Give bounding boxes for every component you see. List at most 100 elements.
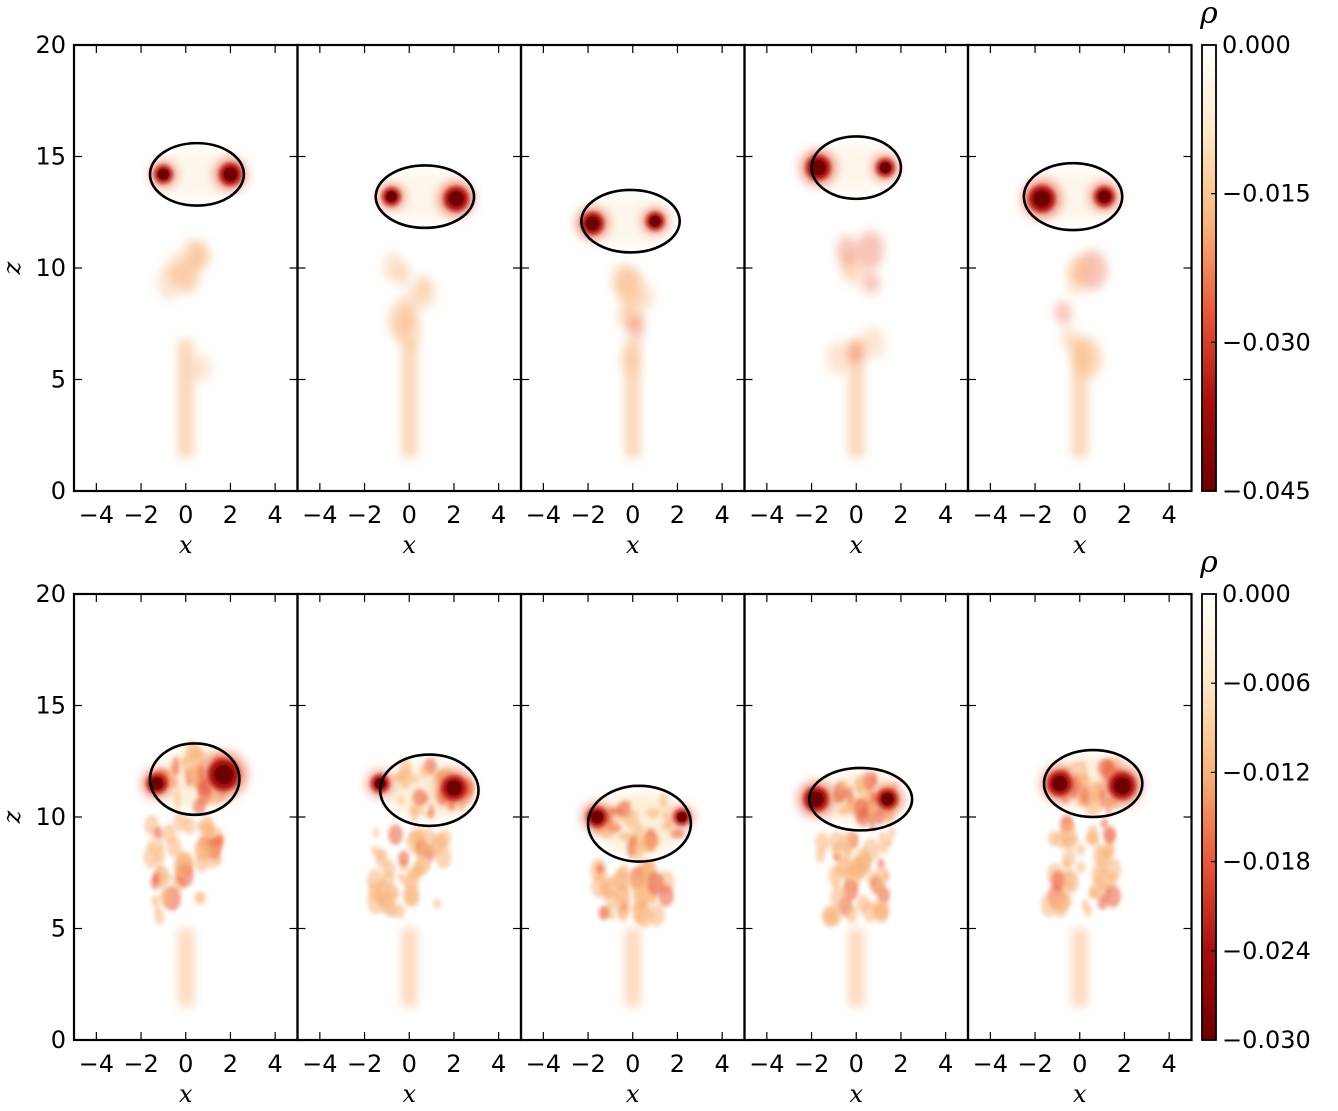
y-tick-label: 15 [35, 143, 66, 171]
wake-blob [610, 262, 635, 297]
wake-blob [391, 889, 399, 899]
panel-bottom-4: −4 −2 0 2 4 x [743, 592, 970, 1108]
vortex-core-1 [377, 183, 405, 211]
density-field [799, 142, 899, 458]
x-tick-label: 4 [938, 1050, 953, 1078]
bubble-filament [670, 829, 685, 839]
wake-blob [856, 894, 870, 914]
bubble-interior [818, 142, 895, 193]
wake-blob [620, 349, 639, 374]
x-tick-label: 4 [715, 1050, 730, 1078]
x-tick-label: 4 [1162, 1050, 1177, 1078]
wake-blob [878, 901, 890, 918]
vortex-core-2 [641, 207, 669, 235]
wake-blob [1100, 818, 1109, 829]
wake-blob [159, 886, 175, 909]
y-tick-label: 15 [35, 692, 66, 720]
x-tick-label: 0 [849, 501, 864, 529]
y-tick-label: 20 [35, 31, 66, 59]
wake-blob [848, 341, 864, 364]
wake-stem [848, 928, 865, 1007]
wake-blob [169, 873, 176, 882]
colorbar-bottom: 0.000 −0.006 −0.012 −0.018 −0.024 −0.030 ρ [1199, 545, 1311, 1054]
wake-stem [177, 339, 194, 458]
y-axis-label: z [0, 261, 26, 275]
wake-blob [367, 868, 384, 892]
bubble-filament [419, 765, 428, 779]
colorbar-gradient [1201, 593, 1217, 1041]
bubble-filament [659, 792, 669, 809]
wake-blob [1072, 334, 1101, 374]
wake-blob [829, 831, 844, 852]
wake-blob [598, 905, 610, 921]
x-tick-label: −2 [347, 1050, 382, 1078]
wake-blob [1062, 869, 1080, 894]
wake-blob [885, 835, 894, 847]
x-tick-label: 4 [268, 1050, 283, 1078]
x-tick-label: −2 [570, 501, 605, 529]
wake-blob [154, 862, 163, 875]
wake-blob [151, 894, 160, 908]
bubble-contour [378, 753, 480, 828]
wake-blob [190, 242, 211, 271]
bubble-filament [865, 800, 875, 818]
wake-blob [648, 904, 665, 927]
wake-blob [162, 823, 177, 844]
x-tick-label: −2 [347, 501, 382, 529]
x-tick-label: −4 [526, 1050, 561, 1078]
bubble-filament [855, 777, 863, 795]
vortex-core-1 [797, 780, 835, 818]
wake-blob [153, 826, 163, 840]
y-tick-label: 10 [35, 254, 66, 282]
x-tick-label: 0 [178, 501, 193, 529]
x-tick-label: 2 [1117, 501, 1132, 529]
wake-blob [637, 285, 655, 310]
x-tick-label: 0 [625, 1050, 640, 1078]
bubble-filament [662, 811, 668, 820]
wake-blob [383, 252, 404, 282]
wake-blob [378, 891, 395, 914]
vortex-core-2 [437, 180, 475, 218]
colorbar-tick-label: −0.024 [1222, 937, 1311, 965]
wake-blob [863, 272, 880, 295]
bubble-contour [586, 784, 693, 863]
wake-blob [1076, 860, 1086, 874]
x-tick-label: −4 [79, 1050, 114, 1078]
vortex-core-2 [872, 784, 903, 815]
bubble-filament [660, 823, 671, 831]
vortex-core-2 [871, 154, 899, 182]
vortex-core-1 [799, 149, 837, 187]
x-tick-label: −2 [123, 501, 158, 529]
wake-blob [844, 862, 853, 875]
wake-stem [401, 339, 418, 458]
panel-top-3: −4 −2 0 2 4 x [519, 43, 746, 559]
wake-stem [401, 928, 418, 1007]
vortex-core-1 [581, 801, 613, 833]
y-axis-label: z [0, 810, 26, 824]
x-tick-label: 4 [1162, 501, 1177, 529]
bubble-filament [1071, 761, 1085, 770]
wake-blob [1061, 892, 1073, 909]
colorbar-label: ρ [1199, 545, 1218, 580]
wake-blob [830, 885, 848, 910]
colorbar-tick-label: −0.030 [1222, 328, 1311, 356]
x-tick-label: −4 [973, 501, 1008, 529]
bubble-filament [646, 807, 661, 819]
x-tick-label: −2 [570, 1050, 605, 1078]
density-field [377, 171, 475, 458]
colorbar-tick-label: −0.012 [1222, 758, 1311, 786]
bubble-filament [174, 790, 181, 812]
colorbar-tick-label: 0.000 [1222, 580, 1291, 608]
x-tick-label: 0 [178, 1050, 193, 1078]
x-tick-label: −2 [1017, 501, 1052, 529]
wake-blob [1040, 892, 1059, 918]
x-tick-label: −2 [794, 501, 829, 529]
bubble-contour [580, 188, 681, 254]
wake-blob [815, 832, 830, 853]
wake-blob [196, 821, 204, 832]
x-tick-label: −2 [794, 1050, 829, 1078]
bubble-filament [398, 757, 412, 780]
